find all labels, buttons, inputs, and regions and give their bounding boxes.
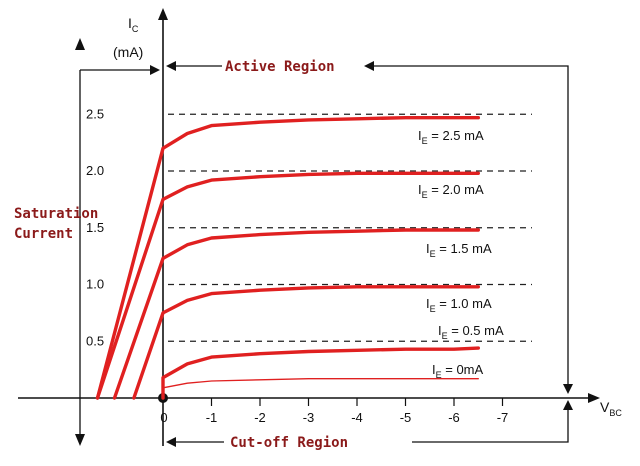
- curve-label: IE = 1.0 mA: [426, 296, 492, 314]
- up-arrowhead: [75, 38, 85, 50]
- cutoff-line-right: [412, 408, 569, 443]
- curve-label: IE = 0mA: [432, 362, 484, 380]
- active-down-arrowhead: [563, 384, 573, 394]
- x-tick-label: -2: [254, 410, 266, 425]
- saturation-arrowhead: [150, 65, 160, 75]
- cutoff-region-label: Cut-off Region: [230, 435, 348, 451]
- x-tick-label: -7: [497, 410, 509, 425]
- y-tick-label: 2.5: [86, 106, 104, 121]
- x-tick-label: -6: [448, 410, 460, 425]
- x-tick-label: -4: [351, 410, 363, 425]
- active-line-right: [372, 65, 569, 386]
- x-tick-label: 0: [160, 410, 167, 425]
- x-tick-label: -5: [400, 410, 412, 425]
- y-tick-label: 1.5: [86, 220, 104, 235]
- active-right-arrowhead: [364, 61, 374, 71]
- y-tick-label: 0.5: [86, 333, 104, 348]
- cutoff-left-arrowhead: [166, 437, 176, 447]
- x-tick-label: -3: [303, 410, 315, 425]
- y-axis-arrow: [158, 8, 168, 20]
- curve-1-0-ma: [132, 285, 480, 400]
- y-axis-title: IC: [128, 15, 139, 34]
- saturation-label-line2: Current: [14, 226, 73, 242]
- x-axis-title: VBC: [600, 399, 622, 418]
- curve-label: IE = 1.5 mA: [426, 241, 492, 259]
- down-arrowhead: [75, 434, 85, 446]
- saturation-label-line1: Saturation: [14, 206, 98, 222]
- y-tick-label: 1.0: [86, 277, 104, 292]
- active-region-label: Active Region: [225, 59, 335, 75]
- active-left-arrowhead: [166, 61, 176, 71]
- x-axis-arrow: [588, 393, 600, 403]
- cutoff-up-arrowhead: [563, 400, 573, 410]
- curve-0ma: [162, 378, 479, 399]
- curve-0-5-ma: [161, 346, 480, 400]
- y-tick-label: 2.0: [86, 163, 104, 178]
- y-axis-unit: (mA): [113, 44, 143, 60]
- curve-1-5-ma: [112, 228, 480, 400]
- curve-label: IE = 0.5 mA: [438, 323, 504, 341]
- curve-2-0-ma: [95, 171, 480, 400]
- curve-label: IE = 2.0 mA: [418, 182, 484, 200]
- curve-label: IE = 2.5 mA: [418, 128, 484, 146]
- x-tick-label: -1: [206, 410, 218, 425]
- curve-2-5-ma: [95, 116, 480, 400]
